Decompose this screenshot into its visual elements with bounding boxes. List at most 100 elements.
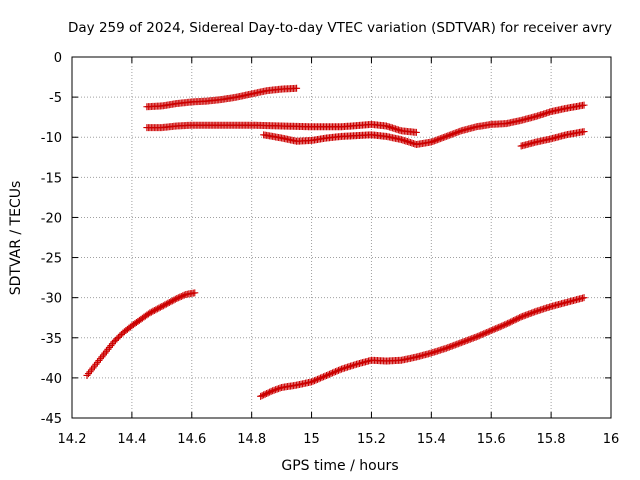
data-point (330, 368, 338, 376)
x-tick-label: 15.6 (477, 432, 506, 447)
y-tick-label: 0 (54, 51, 62, 66)
data-point (526, 310, 534, 318)
series-arc-3 (260, 101, 588, 148)
data-point (481, 329, 489, 337)
data-point (257, 392, 265, 400)
data-point (445, 343, 453, 351)
data-point (162, 300, 170, 308)
data-point (438, 134, 446, 142)
data-point (463, 336, 471, 344)
data-point (529, 308, 537, 316)
series-arc-5 (83, 289, 199, 379)
y-tick-label: -20 (41, 211, 62, 226)
data-point (484, 328, 492, 336)
y-tick-label: -40 (41, 372, 62, 387)
data-point (174, 294, 182, 302)
data-point (442, 344, 450, 352)
data-point (442, 132, 450, 140)
data-point (496, 323, 504, 331)
data-point (173, 294, 181, 302)
data-point (504, 319, 512, 327)
data-point (487, 327, 495, 335)
data-point (427, 138, 435, 146)
y-tick-label: -30 (41, 292, 62, 307)
data-point (523, 311, 531, 319)
data-point (177, 292, 185, 300)
data-point (260, 391, 268, 399)
data-point (430, 137, 438, 145)
data-point (453, 128, 461, 136)
x-tick-label: 15.8 (537, 432, 566, 447)
x-tick-label: 14.8 (237, 432, 266, 447)
data-point (329, 369, 337, 377)
data-point (111, 336, 119, 344)
data-point (333, 367, 341, 375)
data-point (116, 332, 124, 340)
data-point (450, 341, 458, 349)
data-point (176, 293, 184, 301)
data-point (444, 132, 452, 140)
data-point (147, 308, 155, 316)
x-tick-label: 16 (603, 432, 620, 447)
data-point (266, 388, 274, 396)
data-point (501, 321, 509, 329)
y-axis-label: SDTVAR / TECUs (8, 181, 24, 296)
data-point (153, 305, 161, 313)
data-point (459, 338, 467, 346)
x-tick-label: 14.6 (177, 432, 206, 447)
data-point (327, 370, 335, 378)
data-point (475, 332, 483, 340)
data-point (317, 374, 325, 382)
data-point (507, 318, 515, 326)
data-point (170, 296, 178, 304)
chart-title: Day 259 of 2024, Sidereal Day-to-day VTE… (68, 20, 612, 36)
data-point (150, 307, 158, 315)
data-point (462, 337, 470, 345)
data-point (314, 375, 322, 383)
data-point (486, 327, 494, 335)
data-point (311, 377, 319, 385)
data-point (477, 331, 485, 339)
data-point (152, 306, 160, 314)
data-point (429, 137, 437, 145)
data-point (110, 338, 118, 346)
data-point (113, 335, 121, 343)
data-point (493, 324, 501, 332)
data-point (159, 302, 167, 310)
data-point (335, 366, 343, 374)
y-tick-label: -45 (41, 412, 62, 427)
series-arc-6 (257, 294, 588, 400)
data-point (522, 311, 530, 319)
data-point (469, 334, 477, 342)
data-point (525, 310, 533, 318)
data-point (517, 313, 525, 321)
data-point (502, 320, 510, 328)
data-point (514, 314, 522, 322)
data-point (511, 316, 519, 324)
data-point (261, 390, 269, 398)
series-arc-1 (143, 84, 301, 111)
data-point (499, 321, 507, 329)
data-point (324, 371, 332, 379)
data-point (528, 309, 536, 317)
data-point (332, 368, 340, 376)
data-point (490, 325, 498, 333)
data-point (179, 292, 187, 300)
data-point (460, 337, 468, 345)
data-point (505, 319, 513, 327)
data-point (456, 339, 464, 347)
x-tick-label: 15 (303, 432, 320, 447)
data-point (315, 375, 323, 383)
data-point (483, 328, 491, 336)
data-point (451, 341, 459, 349)
data-point (453, 340, 461, 348)
data-point (445, 131, 453, 139)
data-point (513, 315, 521, 323)
y-tick-label: -5 (49, 91, 62, 106)
data-point (264, 389, 272, 397)
data-point (492, 325, 500, 333)
data-point (580, 294, 588, 302)
data-point (510, 317, 518, 325)
data-point (263, 390, 271, 398)
data-point (495, 323, 503, 331)
